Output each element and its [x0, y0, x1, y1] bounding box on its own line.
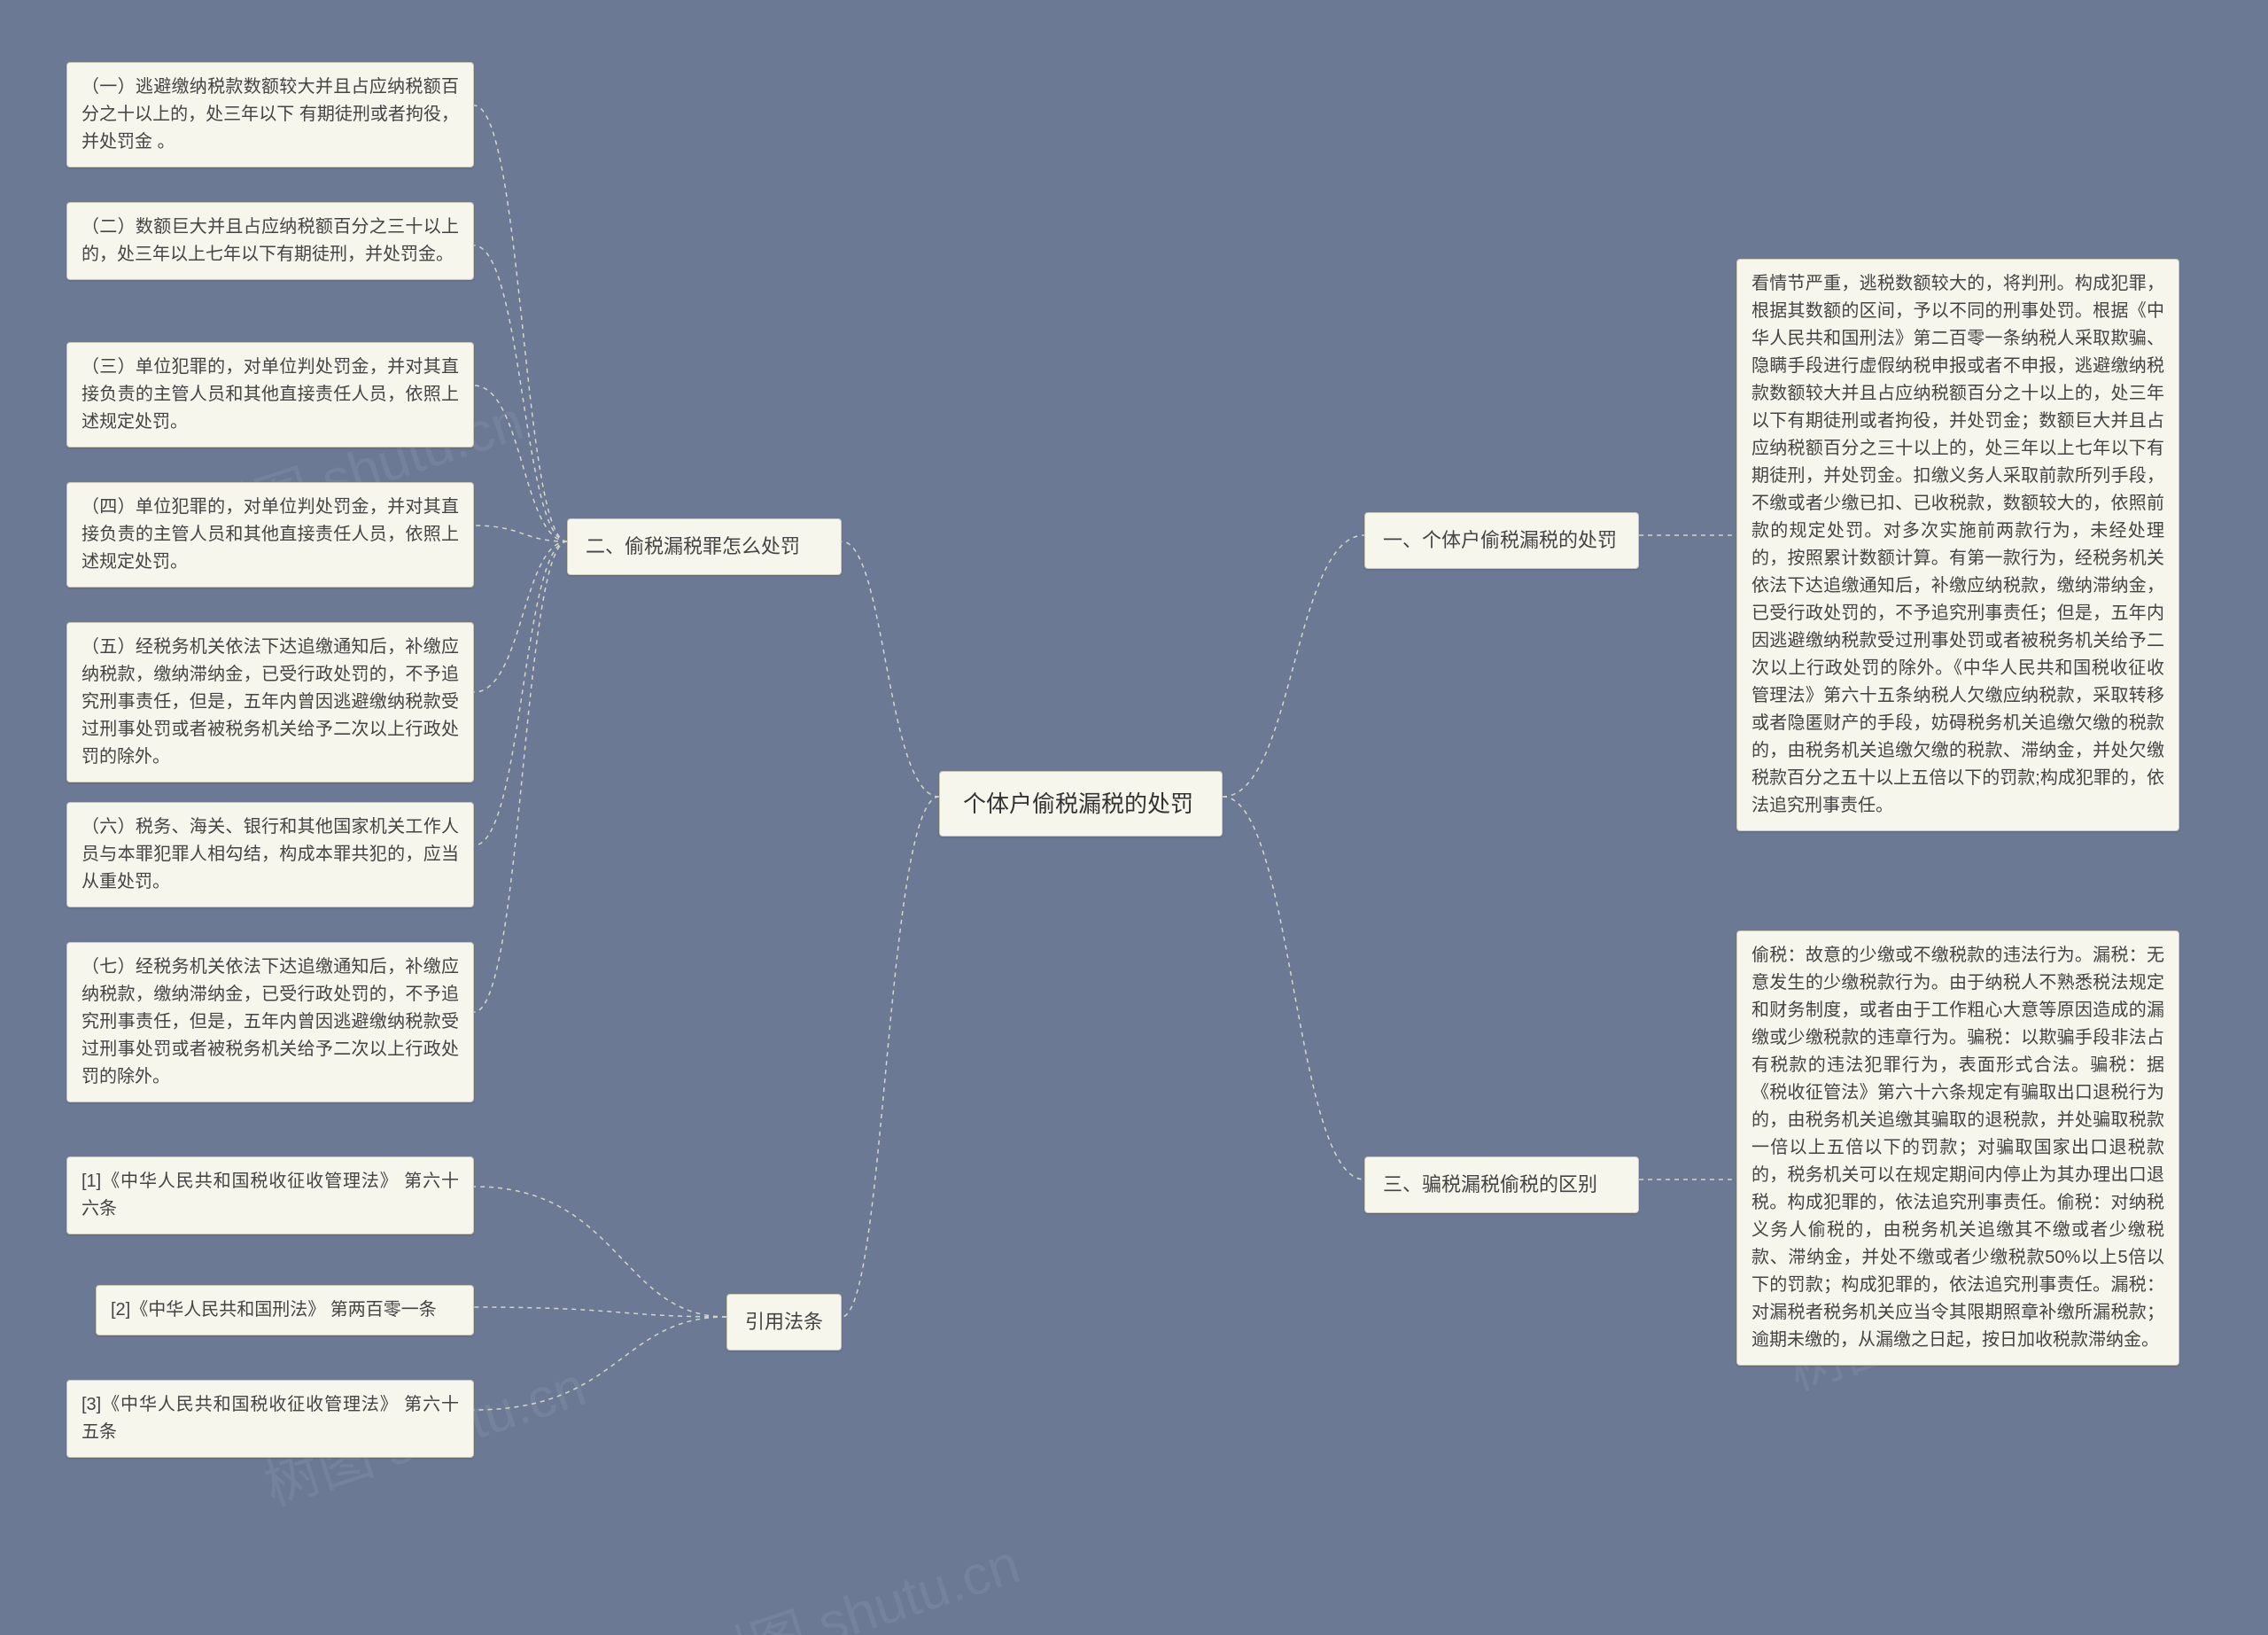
leaf-l2c5: （五）经税务机关依法下达追缴通知后，补缴应纳税款，缴纳滞纳金，已受行政处罚的，不… — [66, 622, 474, 782]
leaf-l2c1: （一）逃避缴纳税款数额较大并且占应纳税额百分之十以上的，处三年以下 有期徒刑或者… — [66, 62, 474, 167]
leaf-l2c3: （三）单位犯罪的，对单位判处罚金，并对其直接负责的主管人员和其他直接责任人员，依… — [66, 342, 474, 448]
leaf-ref3: [3]《中华人民共和国税收征收管理法》 第六十五条 — [66, 1380, 474, 1458]
branch-r3: 三、骗税漏税偷税的区别 — [1364, 1156, 1639, 1213]
leaf-ref1: [1]《中华人民共和国税收征收管理法》 第六十六条 — [66, 1156, 474, 1234]
branch-ref: 引用法条 — [726, 1294, 842, 1351]
leaf-l2c7: （七）经税务机关依法下达追缴通知后，补缴应纳税款，缴纳滞纳金，已受行政处罚的，不… — [66, 942, 474, 1102]
root-node: 个体户偷税漏税的处罚 — [939, 771, 1223, 837]
leaf-r3c1: 偷税：故意的少缴或不缴税款的违法行为。漏税：无意发生的少缴税款行为。由于纳税人不… — [1736, 930, 2179, 1366]
leaf-l2c4: （四）单位犯罪的，对单位判处罚金，并对其直接负责的主管人员和其他直接责任人员，依… — [66, 482, 474, 588]
leaf-l2c6: （六）税务、海关、银行和其他国家机关工作人员与本罪犯罪人相勾结，构成本罪共犯的，… — [66, 802, 474, 907]
branch-r1: 一、个体户偷税漏税的处罚 — [1364, 512, 1639, 569]
branch-l2: 二、偷税漏税罪怎么处罚 — [567, 518, 842, 575]
watermark: 树图 shutu.cn — [687, 1519, 1028, 1635]
leaf-r1c1: 看情节严重，逃税数额较大的，将判刑。构成犯罪，根据其数额的区间，予以不同的刑事处… — [1736, 259, 2179, 831]
leaf-ref2: [2]《中华人民共和国刑法》 第两百零一条 — [96, 1285, 474, 1335]
leaf-l2c2: （二）数额巨大并且占应纳税额百分之三十以上的，处三年以上七年以下有期徒刑，并处罚… — [66, 202, 474, 280]
